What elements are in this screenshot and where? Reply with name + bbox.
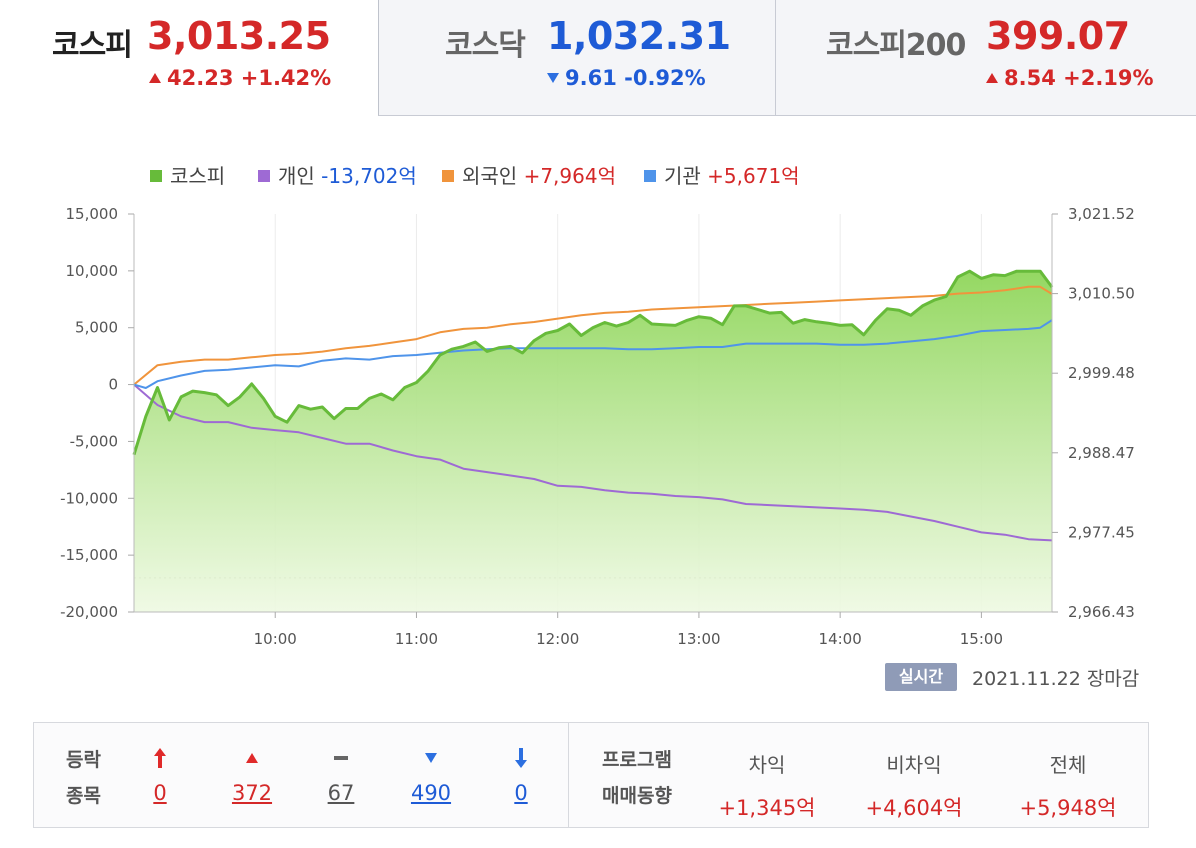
rise-triangle-icon (986, 73, 998, 83)
x-tick-label: 14:00 (819, 630, 862, 648)
index-value: 3,013.25 (147, 14, 331, 58)
right-tick-label: 3,010.50 (1068, 285, 1135, 303)
series-line-개인 (133, 383, 1053, 542)
right-tick-label: 2,988.47 (1068, 444, 1135, 462)
left-tick-label: 10,000 (66, 262, 119, 280)
legend-value: -13,702억 (321, 164, 417, 188)
realtime-badge: 실시간 (885, 663, 957, 691)
breadth-fall[interactable]: 490 (401, 743, 461, 805)
legend-swatch (258, 170, 270, 182)
left-tick-label: 5,000 (75, 319, 118, 337)
unchanged-dash-icon (311, 743, 371, 773)
series-line-기관 (133, 319, 1053, 389)
breadth-upper-limit[interactable]: 0 (130, 743, 190, 805)
program-arbitrage: 차익 +1,345억 (687, 749, 847, 822)
timestamp: 2021.11.22 장마감 (972, 668, 1140, 690)
breadth-lower-limit[interactable]: 0 (491, 743, 551, 805)
program-non-arbitrage: 비차익 +4,604억 (834, 749, 994, 822)
index-name: 코스피200 (826, 28, 966, 63)
chart-axes: 15,000 10,000 5,000 0 -5,000 -10,000 -15,000 -2… (60, 205, 1135, 648)
left-tick-label: 0 (108, 376, 118, 394)
breadth-count[interactable]: 490 (410, 781, 452, 805)
right-tick-label: 2,977.45 (1068, 523, 1135, 541)
right-tick-label: 3,021.52 (1068, 205, 1135, 223)
index-change: 9.61 -0.92% (547, 66, 706, 90)
fall-triangle-icon (401, 743, 461, 773)
index-change: 8.54 +2.19% (986, 66, 1154, 90)
market-summary: 등락 종목 0 372 67 490 0 프로그램 매매동향 차익 +1,345… (33, 722, 1149, 828)
fall-triangle-icon (547, 73, 559, 83)
legend-item-foreign[interactable]: 외국인 +7,964억 (442, 160, 616, 189)
tab-kospi[interactable]: 코스피 3,013.25 42.23 +1.42% (0, 0, 378, 116)
legend-label: 개인 (278, 164, 315, 188)
program-header: 전체 (1049, 753, 1087, 777)
legend-label: 외국인 (462, 164, 518, 188)
kospi-area-fill (134, 271, 1052, 612)
kospi-area (134, 271, 1052, 612)
investor-trend-chart: 15,000 10,000 5,000 0 -5,000 -10,000 -15,000 -2… (60, 205, 1135, 648)
breadth-count[interactable]: 0 (153, 781, 167, 805)
legend-swatch (442, 170, 454, 182)
index-value: 1,032.31 (547, 14, 731, 58)
left-tick-label: -20,000 (60, 603, 118, 621)
rise-triangle-icon (222, 743, 282, 773)
program-header: 비차익 (886, 753, 942, 777)
left-tick-label: 15,000 (66, 205, 119, 223)
legend-item-institution[interactable]: 기관 +5,671억 (644, 160, 800, 189)
breadth-unchanged[interactable]: 67 (311, 743, 371, 805)
breadth-rise[interactable]: 372 (222, 743, 282, 805)
index-change-text: 9.61 -0.92% (565, 66, 706, 90)
program-value: +4,604억 (865, 796, 963, 820)
breadth-label-line2: 종목 (66, 785, 101, 807)
left-tick-label: -15,000 (60, 546, 118, 564)
legend-item-individual[interactable]: 개인 -13,702억 (258, 160, 417, 189)
breadth-count[interactable]: 67 (327, 781, 355, 805)
index-name: 코스닥 (445, 28, 526, 63)
program-total: 전체 +5,948억 (988, 749, 1148, 822)
chart-series-lines (132, 269, 1054, 542)
index-tabs: 코스피 3,013.25 42.23 +1.42% 코스닥 1,032.31 9… (0, 0, 1196, 116)
right-tick-label: 2,966.43 (1068, 603, 1135, 621)
tab-kosdaq[interactable]: 코스닥 1,032.31 9.61 -0.92% (378, 0, 776, 116)
legend-label: 코스피 (170, 164, 226, 188)
program-label-line2: 매매동향 (602, 785, 672, 807)
right-tick-label: 2,999.48 (1068, 364, 1135, 382)
legend-value: +7,964억 (523, 164, 616, 188)
x-tick-label: 11:00 (395, 630, 438, 648)
legend-item-kospi[interactable]: 코스피 (150, 160, 225, 189)
summary-divider (568, 723, 569, 827)
left-tick-label: -10,000 (60, 489, 118, 507)
x-tick-label: 10:00 (254, 630, 297, 648)
breadth-count[interactable]: 0 (514, 781, 528, 805)
legend-label: 기관 (664, 164, 701, 188)
tab-kospi200[interactable]: 코스피200 399.07 8.54 +2.19% (775, 0, 1196, 116)
breadth-count[interactable]: 372 (231, 781, 273, 805)
left-tick-label: -5,000 (70, 432, 118, 450)
x-tick-label: 12:00 (536, 630, 579, 648)
program-header: 차익 (748, 753, 786, 777)
program-label-line1: 프로그램 (602, 749, 672, 771)
x-tick-label: 15:00 (960, 630, 1003, 648)
series-line-코스피 (132, 269, 1054, 456)
legend-swatch (150, 170, 162, 182)
lower-limit-arrow-icon (491, 743, 551, 773)
upper-limit-arrow-icon (130, 743, 190, 773)
legend-value: +5,671억 (707, 164, 800, 188)
breadth-label-line1: 등락 (66, 749, 101, 771)
x-tick-label: 13:00 (677, 630, 720, 648)
program-value: +1,345억 (718, 796, 816, 820)
index-change-text: 8.54 +2.19% (1004, 66, 1154, 90)
legend-swatch (644, 170, 656, 182)
index-value: 399.07 (986, 14, 1130, 58)
rise-triangle-icon (149, 73, 161, 83)
program-value: +5,948억 (1019, 796, 1117, 820)
index-change: 42.23 +1.42% (149, 66, 331, 90)
index-change-text: 42.23 +1.42% (167, 66, 332, 90)
index-name: 코스피 (52, 28, 133, 63)
series-line-외국인 (133, 285, 1053, 386)
